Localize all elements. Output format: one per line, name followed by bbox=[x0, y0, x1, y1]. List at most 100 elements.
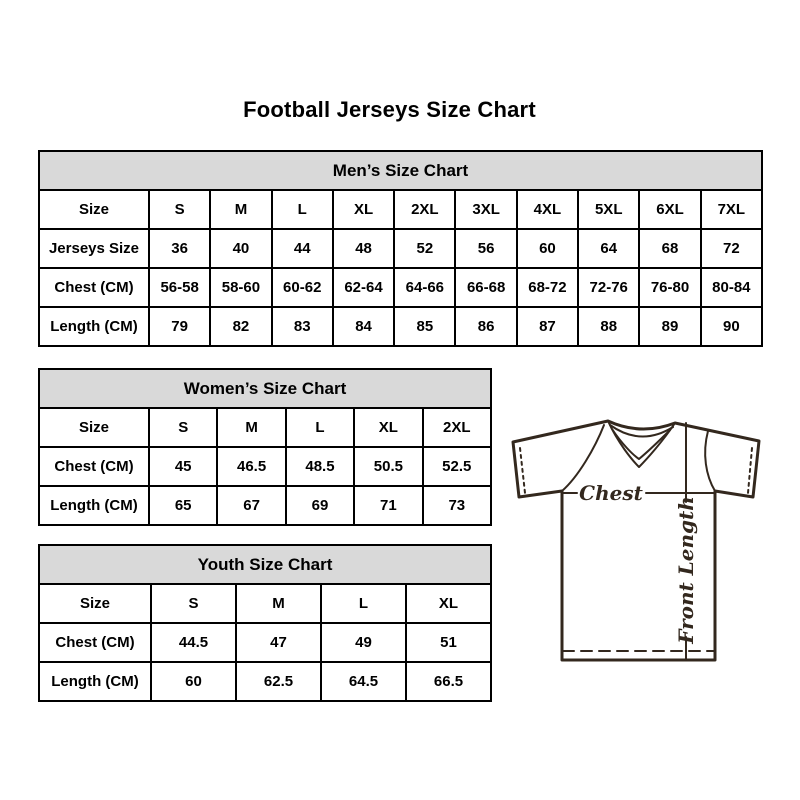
cell: 62-64 bbox=[331, 267, 396, 308]
chest-label: Chest bbox=[579, 481, 643, 505]
row-label: Chest (CM) bbox=[38, 446, 150, 487]
cell: XL bbox=[331, 189, 396, 230]
cell: 72-76 bbox=[577, 267, 641, 308]
cell: 49 bbox=[320, 622, 407, 663]
cell: 60-62 bbox=[270, 267, 334, 308]
cell: 79 bbox=[147, 306, 212, 347]
cell: 71 bbox=[353, 485, 424, 526]
row-label: Size bbox=[38, 189, 150, 230]
cell: 66.5 bbox=[405, 661, 492, 702]
cell: 82 bbox=[209, 306, 273, 347]
cell: 68 bbox=[638, 228, 702, 269]
womens-size-chart-table: Women’s Size Chart Size S M L XL 2XL Che… bbox=[38, 368, 493, 526]
cell: M bbox=[216, 407, 287, 448]
cell: 66-68 bbox=[454, 267, 518, 308]
cell: 40 bbox=[209, 228, 273, 269]
cell: 68-72 bbox=[515, 267, 580, 308]
cell: 2XL bbox=[421, 407, 493, 448]
cell: L bbox=[284, 407, 356, 448]
cell: 58-60 bbox=[209, 267, 273, 308]
cell: 62.5 bbox=[235, 661, 322, 702]
table-row: Length (CM) 60 62.5 64.5 66.5 bbox=[38, 661, 492, 702]
chest-measure-line: Chest bbox=[561, 481, 716, 505]
row-label: Length (CM) bbox=[38, 485, 150, 526]
cell: 52 bbox=[393, 228, 457, 269]
womens-table-title: Women’s Size Chart bbox=[38, 368, 492, 409]
cell: S bbox=[147, 407, 219, 448]
mens-size-chart-table: Men’s Size Chart Size S M L XL 2XL 3XL 4… bbox=[38, 150, 764, 347]
table-row: Length (CM) 65 67 69 71 73 bbox=[38, 485, 493, 526]
cell: 88 bbox=[577, 306, 641, 347]
mens-table-title: Men’s Size Chart bbox=[38, 150, 763, 191]
cell: 85 bbox=[393, 306, 457, 347]
cell: 46.5 bbox=[216, 446, 287, 487]
cell: XL bbox=[353, 407, 424, 448]
youth-table-title: Youth Size Chart bbox=[38, 544, 492, 585]
row-label: Size bbox=[38, 407, 150, 448]
table-row: Chest (CM) 56-58 58-60 60-62 62-64 64-66… bbox=[38, 267, 764, 308]
cell: 89 bbox=[638, 306, 702, 347]
cell: 60 bbox=[150, 661, 237, 702]
cell: 56 bbox=[454, 228, 518, 269]
youth-size-chart-table: Youth Size Chart Size S M L XL Chest (CM… bbox=[38, 544, 492, 702]
cell: 2XL bbox=[393, 189, 457, 230]
cell: 60 bbox=[515, 228, 580, 269]
cell: 51 bbox=[405, 622, 492, 663]
jersey-measurement-diagram: Chest Front Length bbox=[511, 419, 761, 662]
cell: S bbox=[150, 583, 237, 624]
cell: 64-66 bbox=[393, 267, 457, 308]
cell: L bbox=[270, 189, 334, 230]
cell: 7XL bbox=[699, 189, 764, 230]
cell: M bbox=[209, 189, 273, 230]
table-row: Chest (CM) 44.5 47 49 51 bbox=[38, 622, 492, 663]
cell: 76-80 bbox=[638, 267, 702, 308]
cell: 52.5 bbox=[421, 446, 493, 487]
cell: 86 bbox=[454, 306, 518, 347]
cell: 48 bbox=[331, 228, 396, 269]
cell: 72 bbox=[699, 228, 764, 269]
cell: 90 bbox=[699, 306, 764, 347]
row-label: Chest (CM) bbox=[38, 622, 152, 663]
table-row: Length (CM) 79 82 83 84 85 86 87 88 89 9… bbox=[38, 306, 764, 347]
cell: 64 bbox=[577, 228, 641, 269]
cell: 3XL bbox=[454, 189, 518, 230]
cell: 67 bbox=[216, 485, 287, 526]
cell: 36 bbox=[147, 228, 212, 269]
table-row: Jerseys Size 36 40 44 48 52 56 60 64 68 … bbox=[38, 228, 764, 269]
jersey-outline bbox=[511, 419, 761, 662]
cell: 4XL bbox=[515, 189, 580, 230]
row-label: Chest (CM) bbox=[38, 267, 150, 308]
cell: 65 bbox=[147, 485, 219, 526]
cell: 6XL bbox=[638, 189, 702, 230]
cell: 47 bbox=[235, 622, 322, 663]
cell: 5XL bbox=[577, 189, 641, 230]
cell: 45 bbox=[147, 446, 219, 487]
row-label: Size bbox=[38, 583, 152, 624]
cell: 83 bbox=[270, 306, 334, 347]
cell: 87 bbox=[515, 306, 580, 347]
cell: 84 bbox=[331, 306, 396, 347]
table-row: Size S M L XL bbox=[38, 583, 492, 624]
cell: 64.5 bbox=[320, 661, 407, 702]
front-length-label: Front Length bbox=[674, 496, 698, 645]
cell: 69 bbox=[284, 485, 356, 526]
table-row: Size S M L XL 2XL 3XL 4XL 5XL 6XL 7XL bbox=[38, 189, 764, 230]
row-label: Length (CM) bbox=[38, 661, 152, 702]
cell: 44.5 bbox=[150, 622, 237, 663]
row-label: Jerseys Size bbox=[38, 228, 150, 269]
cell: S bbox=[147, 189, 212, 230]
cell: 50.5 bbox=[353, 446, 424, 487]
cell: XL bbox=[405, 583, 492, 624]
page-title: Football Jerseys Size Chart bbox=[243, 97, 536, 122]
cell: 48.5 bbox=[284, 446, 356, 487]
table-row: Size S M L XL 2XL bbox=[38, 407, 493, 448]
cell: 80-84 bbox=[699, 267, 764, 308]
table-row: Chest (CM) 45 46.5 48.5 50.5 52.5 bbox=[38, 446, 493, 487]
cell: L bbox=[320, 583, 407, 624]
front-length-measure-line: Front Length bbox=[674, 422, 698, 661]
cell: 73 bbox=[421, 485, 493, 526]
row-label: Length (CM) bbox=[38, 306, 150, 347]
cell: M bbox=[235, 583, 322, 624]
cell: 44 bbox=[270, 228, 334, 269]
